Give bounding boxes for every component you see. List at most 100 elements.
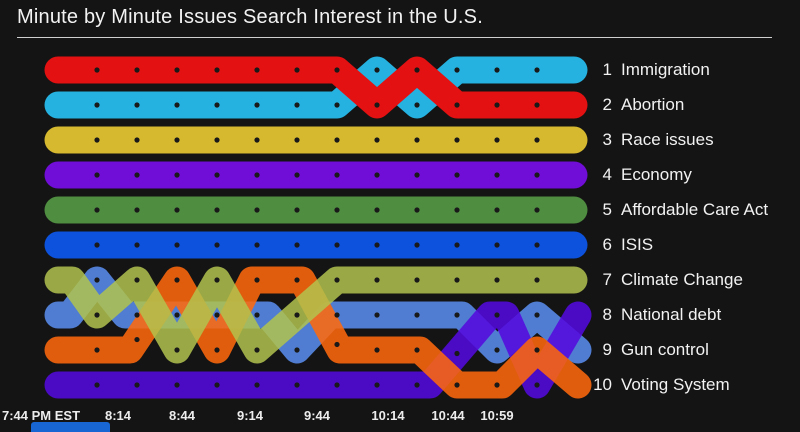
minute-dot xyxy=(294,102,300,108)
minute-dot xyxy=(534,172,540,178)
minute-dot xyxy=(254,207,260,213)
minute-dot xyxy=(534,207,540,213)
minute-dot xyxy=(294,172,300,178)
minute-dot xyxy=(254,67,260,73)
minute-dot xyxy=(94,137,100,143)
rank-topic-name: ISIS xyxy=(621,235,654,254)
minute-dot xyxy=(254,242,260,248)
minute-dot xyxy=(414,277,420,283)
rank-label-affordable-care-act: 5 Affordable Care Act xyxy=(590,200,769,220)
minute-dot xyxy=(374,67,380,73)
minute-dot xyxy=(374,312,380,318)
minute-dot xyxy=(454,277,460,283)
minute-dot xyxy=(174,207,180,213)
minute-dot xyxy=(534,312,540,318)
minute-dot xyxy=(94,312,100,318)
minute-dot xyxy=(334,67,340,73)
axis-label-10-14: 10:14 xyxy=(371,408,405,423)
minute-dot xyxy=(134,382,140,388)
minute-dot xyxy=(534,347,540,353)
rank-topic-name: Economy xyxy=(621,165,692,184)
minute-dot xyxy=(214,172,220,178)
minute-dot xyxy=(334,207,340,213)
minute-dot xyxy=(94,67,100,73)
minute-dot xyxy=(334,242,340,248)
minute-dot xyxy=(174,347,180,353)
minute-dot xyxy=(174,277,180,283)
minute-dot xyxy=(174,67,180,73)
minute-dot xyxy=(174,172,180,178)
axis-label-9-44: 9:44 xyxy=(303,408,331,423)
rank-topic-name: Gun control xyxy=(621,340,709,359)
minute-dot xyxy=(214,67,220,73)
rank-number: 3 xyxy=(602,130,612,149)
rank-label-isis: 6 ISIS xyxy=(590,235,654,255)
minute-dot xyxy=(94,207,100,213)
minute-dot xyxy=(454,207,460,213)
rank-number: 4 xyxy=(602,165,612,184)
minute-dot xyxy=(494,277,500,283)
minute-dot xyxy=(534,67,540,73)
minute-dot xyxy=(334,102,340,108)
minute-dot xyxy=(134,172,140,178)
minute-dot xyxy=(494,347,500,353)
minute-dot xyxy=(494,382,500,388)
minute-dot xyxy=(454,102,460,108)
minute-dot xyxy=(374,207,380,213)
minute-dot xyxy=(294,207,300,213)
rank-label-race-issues: 3 Race issues xyxy=(590,130,714,150)
minute-dot xyxy=(374,102,380,108)
minute-dot xyxy=(414,382,420,388)
minute-dot xyxy=(414,347,420,353)
minute-dot xyxy=(94,172,100,178)
minute-dot xyxy=(374,277,380,283)
rank-label-voting-system: 10 Voting System xyxy=(590,375,730,395)
rank-topic-name: Race issues xyxy=(621,130,714,149)
minute-dot xyxy=(494,67,500,73)
minute-dot xyxy=(374,382,380,388)
axis-label-10-59: 10:59 xyxy=(480,408,514,423)
axis-label-9-14: 9:14 xyxy=(236,408,264,423)
minute-dot xyxy=(374,347,380,353)
rank-number: 1 xyxy=(602,60,612,79)
minute-dot xyxy=(334,312,340,318)
minute-dot xyxy=(454,350,460,357)
minute-dot xyxy=(254,172,260,178)
rank-number: 7 xyxy=(602,270,612,289)
minute-dot xyxy=(294,382,300,388)
minute-dot xyxy=(214,137,220,143)
minute-dot xyxy=(414,102,420,108)
rank-label-abortion: 2 Abortion xyxy=(590,95,685,115)
minute-dot xyxy=(94,347,100,353)
axis-label-10-44: 10:44 xyxy=(431,408,465,423)
minute-dot xyxy=(214,382,220,388)
rank-label-national-debt: 8 National debt xyxy=(590,305,722,325)
minute-dot xyxy=(174,382,180,388)
minute-dot xyxy=(174,242,180,248)
partial-bottom-element xyxy=(31,422,110,432)
rank-label-economy: 4 Economy xyxy=(590,165,692,185)
minute-dot xyxy=(134,312,140,318)
rank-number: 2 xyxy=(602,95,612,114)
minute-dot xyxy=(454,137,460,143)
axis-label-8-14: 8:14 xyxy=(104,408,132,423)
minute-dot xyxy=(94,102,100,108)
minute-dot xyxy=(134,137,140,143)
minute-dot xyxy=(214,312,220,318)
minute-dot xyxy=(294,67,300,73)
minute-dot xyxy=(134,67,140,73)
minute-dot xyxy=(494,172,500,178)
minute-dot xyxy=(294,312,300,318)
rank-label-climate-change: 7 Climate Change xyxy=(590,270,743,290)
minute-dot xyxy=(134,336,140,343)
minute-dot xyxy=(454,242,460,248)
minute-dot xyxy=(414,67,420,73)
rank-number: 10 xyxy=(593,375,612,394)
minute-dot xyxy=(534,137,540,143)
minute-dot xyxy=(174,102,180,108)
rank-topic-name: Abortion xyxy=(621,95,685,114)
minute-dot xyxy=(134,102,140,108)
page-title: Minute by Minute Issues Search Interest … xyxy=(17,6,483,28)
minute-dot xyxy=(534,102,540,108)
